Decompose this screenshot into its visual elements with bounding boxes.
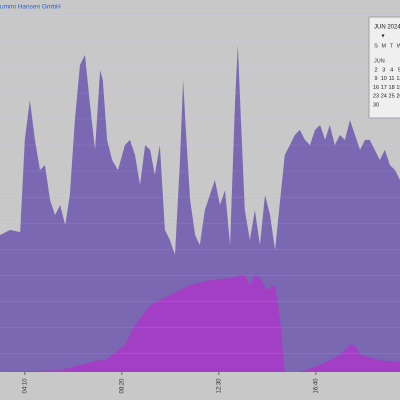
- calendar-month: JUN: [374, 58, 385, 64]
- x-tick-label: 16:40: [313, 378, 319, 394]
- calendar-day[interactable]: 30: [373, 102, 379, 108]
- company-name: ummi Hansen GmbH: [0, 4, 61, 11]
- calendar-popup[interactable]: JUN 2024▾SMTWTFJUN2345679101112131416171…: [368, 16, 400, 119]
- calendar-day[interactable]: 16: [373, 85, 379, 91]
- x-tick-label: 08:20: [119, 378, 125, 394]
- weekday-label: T: [390, 43, 394, 49]
- calendar-panel: [368, 16, 400, 119]
- plot-area: 04:10 08:20 12:30 16:40: [0, 14, 400, 394]
- calendar-day[interactable]: 4: [390, 67, 393, 73]
- area-series: [0, 45, 400, 372]
- calendar-day[interactable]: 5: [398, 67, 400, 73]
- calendar-day[interactable]: 26: [396, 94, 400, 100]
- weekday-label: M: [382, 43, 387, 49]
- calendar-day[interactable]: 18: [389, 85, 395, 91]
- calendar-day[interactable]: 25: [389, 94, 395, 100]
- calendar-day[interactable]: 9: [374, 76, 377, 82]
- calendar-day[interactable]: 19: [396, 85, 400, 91]
- x-tick-label: 12:30: [216, 378, 222, 394]
- calendar-day[interactable]: 3: [382, 67, 385, 73]
- calendar-day[interactable]: 2: [374, 67, 377, 73]
- weekday-label: W: [397, 43, 400, 49]
- x-tick-label: 04:10: [22, 378, 28, 394]
- calendar-toggle[interactable]: ▾: [381, 34, 384, 40]
- calendar-day[interactable]: 11: [389, 76, 395, 82]
- calendar-day[interactable]: 12: [396, 76, 400, 82]
- calendar-day[interactable]: 23: [373, 94, 379, 100]
- weekday-label: S: [374, 43, 378, 49]
- calendar-day[interactable]: 17: [381, 85, 387, 91]
- area-series: [0, 274, 400, 372]
- calendar-title[interactable]: JUN 2024: [374, 25, 400, 31]
- calendar-day[interactable]: 24: [381, 94, 387, 100]
- calendar-day[interactable]: 10: [381, 76, 387, 82]
